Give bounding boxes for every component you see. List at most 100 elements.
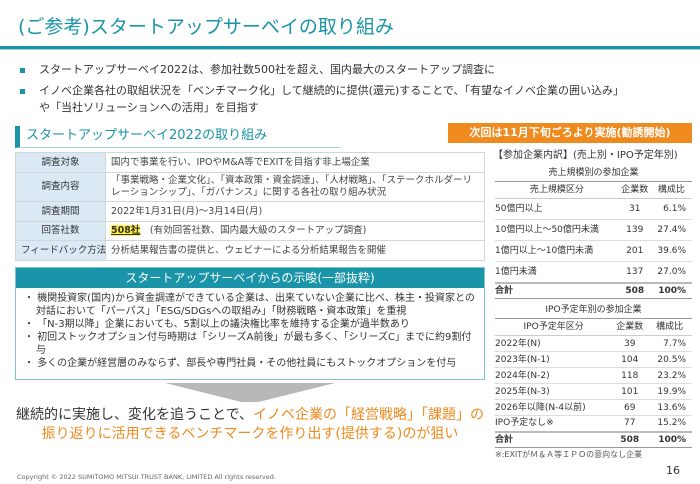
table-row: IPO予定なし※ 77 15.2%: [495, 415, 692, 432]
row-ratio: 6.1%: [650, 198, 692, 220]
column-header: 企業数: [612, 318, 648, 336]
bullet-2-cont: や「当社ソリューションへの活用」を目指す: [39, 101, 259, 114]
survey-value-text: 国内で事業を行い、IPOやM&A等でEXITを目指す非上場企業: [111, 156, 370, 168]
row-label: 2023年(N-1): [495, 351, 613, 368]
survey-value: 508社 (有効回答社数、国内最大級のスタートアップ調査): [105, 221, 485, 241]
survey-overview-table: 調査対象 国内で事業を行い、IPOやM&A等でEXITを目指す非上場企業 調査内容「…: [15, 152, 485, 261]
bullet-square-icon: [20, 88, 25, 94]
total-row: 合計 508 100%: [495, 281, 692, 299]
survey-row: フィードバック方法 分析結果報告書の提供と、ウェビナーによる分析結果報告を開催: [15, 240, 485, 261]
total-row: 合計 508 100%: [495, 430, 692, 448]
row-label: 50億円以上: [495, 198, 619, 220]
row-count: 31: [618, 198, 651, 220]
row-count: 104: [612, 351, 648, 368]
survey-value: 分析結果報告書の提供と、ウェビナーによる分析結果報告を開催: [105, 240, 485, 261]
total-count: 508: [612, 430, 648, 448]
total-ratio: 100%: [647, 430, 692, 448]
conclusion-highlight-1: イノベ企業の「経営戦略」「課題」の: [253, 407, 485, 423]
survey-row: 調査内容 「事業戦略・企業文化」、「資本政策・資金調達」、「人材戦略」、「ステーク…: [15, 172, 485, 202]
row-label: 1億円以上～10億円未満: [495, 240, 619, 262]
breakdown-title: 【参加企業内訳】(売上別・IPO予定年別): [493, 150, 678, 161]
row-label: 2022年(N): [495, 335, 613, 352]
row-count: 39: [612, 335, 648, 352]
row-ratio: 15.2%: [647, 415, 692, 432]
copyright: Copyright © 2022 SUMITOMO MITSUI TRUST B…: [17, 473, 276, 481]
survey-value: 国内で事業を行い、IPOやM&A等でEXITを目指す非上場企業: [105, 152, 485, 173]
row-count: 69: [612, 399, 648, 416]
row-label: 2026年以降(N-4以前): [495, 399, 613, 416]
total-ratio: 100%: [650, 281, 692, 299]
column-header: 売上規模区分: [495, 181, 619, 199]
bullet-1: スタートアップサーベイ2022は、参加社数500社を超え、国内最大のスタートアッ…: [20, 63, 495, 77]
response-count-highlight: 508社: [111, 225, 141, 236]
row-ratio: 27.4%: [650, 219, 692, 241]
table-row: 2022年(N) 39 7.7%: [495, 335, 692, 352]
row-count: 101: [612, 383, 648, 400]
title-divider: [0, 46, 700, 50]
sales-table: 売上規模別の参加企業 売上規模区分 企業数 構成比 50億円以上 31 6.1% 10億円以上…: [495, 167, 692, 299]
table-row: 1億円未満 137 27.0%: [495, 261, 692, 283]
survey-label: フィードバック方法: [15, 240, 106, 261]
bullet-text: スタートアップサーベイ2022は、参加社数500社を超え、国内最大のスタートアッ…: [39, 63, 495, 76]
conclusion-highlight-2: 振り返りに活用できるベンチマークを作り出す(提供する)のが狙い: [41, 426, 459, 442]
insight-text: 多くの企業が経営層のみならず、部長や専門社員・その他社員にもストックオプションを…: [37, 358, 457, 369]
survey-row: 調査対象 国内で事業を行い、IPOやM&A等でEXITを目指す非上場企業: [15, 152, 485, 173]
conclusion: 継続的に実施し、変化を追うことで、イノベ企業の「経営戦略」「課題」の 振り返りに…: [0, 406, 500, 444]
conclusion-plain: 継続的に実施し、変化を追うことで、: [15, 407, 254, 423]
row-label: 1億円未満: [495, 261, 619, 283]
survey-row: 回答社数 508社 (有効回答社数、国内最大級のスタートアップ調査): [15, 221, 485, 241]
survey-value-text: 分析結果報告書の提供と、ウェビナーによる分析結果報告を開催: [111, 244, 386, 256]
bullet-2: イノベ企業各社の取組状況を「ベンチマーク化」して継続的に提供(還元)することで、…: [20, 84, 624, 98]
row-ratio: 7.7%: [647, 335, 692, 352]
row-count: 139: [618, 219, 651, 241]
column-header: 構成比: [650, 181, 692, 199]
survey-label: 調査期間: [15, 201, 106, 222]
row-count: 137: [618, 261, 651, 283]
row-label: 10億円以上～50億円未満: [495, 219, 619, 241]
row-ratio: 20.5%: [647, 351, 692, 368]
survey-value-text: (有効回答社数、国内最大級のスタートアップ調査): [149, 225, 367, 236]
row-label: 2025年(N-3): [495, 383, 613, 400]
section-title: スタートアップサーベイ2022の取り組み: [15, 126, 340, 148]
table-row: 2025年(N-3) 101 19.9%: [495, 383, 692, 400]
bullet-square-icon: [20, 67, 25, 73]
total-label: 合計: [495, 430, 613, 448]
ipo-table: IPO予定年別の参加企業 IPO予定年区分 企業数 構成比 2022年(N) 39 7.7%…: [495, 304, 692, 448]
table-caption: IPO予定年別の参加企業: [545, 305, 642, 315]
row-label: 2024年(N-2): [495, 367, 613, 384]
insights-box: スタートアップサーベイからの示唆(一部抜粋) ・ 機関投資家(国内)から資金調達…: [15, 267, 485, 380]
survey-label: 回答社数: [15, 221, 106, 241]
next-survey-banner: 次回は11月下旬ごろより実施(勧誘開始): [448, 123, 692, 143]
page-number: 16: [666, 464, 680, 477]
column-header: 企業数: [618, 181, 651, 199]
insights-list: ・ 機関投資家(国内)から資金調達ができている企業は、出来ていない企業に比べ、株…: [16, 288, 484, 374]
survey-value: 2022年1月31日(月)～3月14日(月): [105, 201, 485, 222]
survey-value-text: 「事業戦略・企業文化」、「資本政策・資金調達」、「人材戦略」、「ステークホルダー…: [111, 175, 473, 198]
column-header: IPO予定年区分: [495, 318, 613, 336]
survey-label: 調査内容: [15, 172, 106, 202]
table-row: 10億円以上～50億円未満 139 27.4%: [495, 219, 692, 241]
column-header: 構成比: [647, 318, 692, 336]
insights-title: スタートアップサーベイからの示唆(一部抜粋): [16, 268, 484, 288]
row-ratio: 39.6%: [650, 240, 692, 262]
row-ratio: 23.2%: [647, 367, 692, 384]
bullet-text: イノベ企業各社の取組状況を「ベンチマーク化」して継続的に提供(還元)することで、…: [39, 84, 624, 97]
insight-text: 機関投資家(国内)から資金調達ができている企業は、出来ていない企業に比べ、株主・…: [36, 293, 475, 317]
insight-item: ・ 機関投資家(国内)から資金調達ができている企業は、出来ていない企業に比べ、株…: [24, 293, 475, 317]
down-arrow-icon: [165, 383, 335, 402]
table-row: 2024年(N-2) 118 23.2%: [495, 367, 692, 384]
survey-row: 調査期間 2022年1月31日(月)～3月14日(月): [15, 201, 485, 222]
page-title: (ご参考)スタートアップサーベイの取り組み: [18, 16, 394, 38]
row-ratio: 27.0%: [650, 261, 692, 283]
insight-item: ・ 多くの企業が経営層のみならず、部長や専門社員・その他社員にもストックオプショ…: [24, 358, 457, 369]
table-row: 50億円以上 31 6.1%: [495, 198, 692, 220]
row-count: 77: [612, 415, 648, 432]
insight-text: 初回ストックオプション付与時期は「シリーズA前後」が最も多く、「シリーズC」まで…: [36, 332, 472, 356]
row-count: 118: [612, 367, 648, 384]
insight-item: ・ 初回ストックオプション付与時期は「シリーズA前後」が最も多く、「シリーズC」…: [24, 332, 472, 356]
row-ratio: 13.6%: [647, 399, 692, 416]
table-caption: 売上規模別の参加企業: [548, 168, 639, 178]
insight-item: ・ 「N-3期以降」企業においても、5割以上の議決権比率を維持する企業が過半数あ…: [24, 319, 410, 330]
table-row: 2026年以降(N-4以前) 69 13.6%: [495, 399, 692, 416]
survey-value-text: 2022年1月31日(月)～3月14日(月): [111, 205, 263, 217]
